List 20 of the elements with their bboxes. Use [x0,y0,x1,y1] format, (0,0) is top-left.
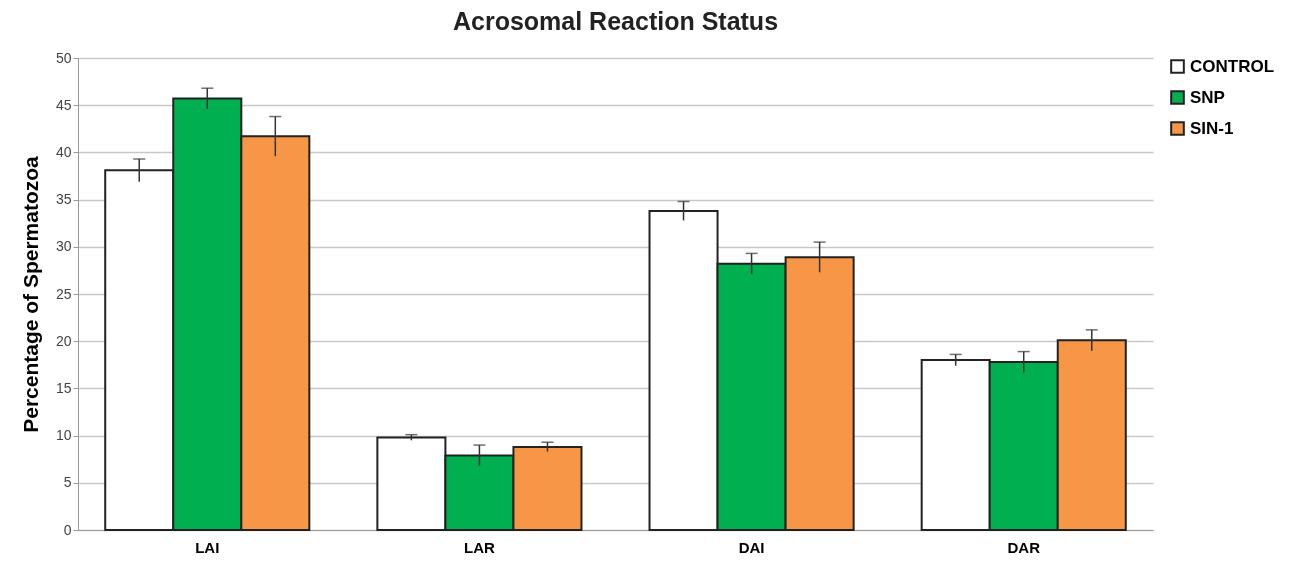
y-tick-label: 35 [55,191,72,208]
y-tick-label: 0 [63,521,72,538]
y-axis-title: Percentage of Spermatozoa [18,155,42,433]
y-tick-label: 40 [55,143,72,160]
chart-title: Acrosomal Reaction Status [452,7,779,35]
y-tick-label: 30 [55,238,72,255]
y-tick-label: 20 [55,332,72,349]
legend-label: CONTROL [1190,56,1275,76]
x-tick-label: DAR [1007,538,1041,556]
y-tick-label: 25 [55,285,72,302]
x-tick-label: LAI [195,538,220,556]
y-tick-label: 45 [55,96,72,113]
y-tick-label: 10 [55,427,72,444]
legend-label: SNP [1190,87,1225,107]
x-tick-label: DAI [738,538,765,556]
y-tick-label: 15 [55,379,72,396]
legend-label: SIN-1 [1190,118,1234,138]
y-tick-label: 5 [63,474,72,491]
y-tick-label: 50 [55,49,72,66]
x-tick-label: LAR [464,538,496,556]
